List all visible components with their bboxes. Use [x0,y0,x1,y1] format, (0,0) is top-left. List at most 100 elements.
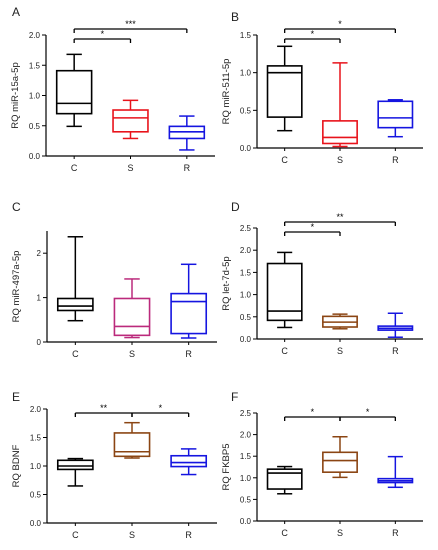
y-tick-label: 1.0 [240,474,252,483]
significance-bracket: * [73,29,132,43]
x-tick-label: C [72,530,79,540]
panel-letter: D [231,200,240,214]
significance-bracket: * [284,407,341,421]
significance-label: *** [125,19,136,29]
y-tick-label: 1.0 [30,462,42,471]
significance-label: * [311,29,315,39]
box-s [112,99,149,140]
panel-c: C 0 1 2 RQ miR-497a-5p C S R [11,200,217,359]
significance-label: * [311,407,315,417]
y-tick-label: 1.5 [240,268,252,277]
box-c [266,251,303,329]
iqr-box [266,65,303,118]
significance-label: * [159,403,163,413]
iqr-box [112,109,149,133]
box-c [56,457,94,487]
significance-label: * [366,407,370,417]
box-r [377,312,414,338]
y-tick-label: 1.5 [240,31,252,40]
y-tick-label: 2 [37,249,42,258]
box-c [266,45,303,132]
x-tick-label: R [185,530,192,540]
y-axis-label: RQ let-7d-5p [221,256,232,310]
x-tick-label: C [281,155,288,165]
y-tick-label: 0.5 [240,313,252,322]
significance-label: * [101,29,105,39]
y-tick-label: 1 [37,294,42,303]
y-tick-label: 0.0 [30,519,42,528]
y-tick-label: 1.0 [240,69,252,78]
significance-bracket: ** [74,403,133,417]
y-axis-label: RQ miR-497a-5p [11,251,22,323]
box-c [266,465,303,495]
y-tick-label: 0 [37,338,42,347]
x-tick-label: S [129,349,135,359]
box-s [113,421,151,459]
significance-label: ** [336,212,344,222]
x-tick-label: R [392,528,399,538]
box-r [168,115,206,151]
significance-bracket: * [284,222,341,236]
iqr-box [56,459,94,471]
y-tick-label: 2.5 [240,224,252,233]
panel-letter: B [231,10,239,24]
y-tick-label: 1.5 [29,61,41,70]
y-tick-label: 2.0 [29,31,41,40]
iqr-box [170,454,208,468]
significance-label: * [338,19,342,29]
panel-a: A0.00.51.01.52.0RQ miR-15a-5pC S R**** [10,5,215,173]
panel-letter: E [12,390,20,404]
x-tick-label: C [281,528,288,538]
y-tick-label: 1.5 [30,434,42,443]
y-tick-label: 0.0 [240,517,252,526]
y-tick-label: 2.0 [30,405,42,414]
y-tick-label: 0.0 [29,152,41,161]
box-r [170,448,208,476]
significance-label: * [311,222,315,232]
y-tick-label: 0.0 [240,335,252,344]
box-s [322,436,358,479]
y-tick-label: 0.0 [240,144,252,153]
iqr-box [55,69,93,115]
box-s [322,62,358,148]
box-s [322,313,358,330]
y-tick-label: 2.0 [240,431,252,440]
x-tick-label: C [72,349,79,359]
significance-bracket: * [339,407,396,421]
significance-bracket: * [131,403,190,417]
iqr-box [113,432,151,458]
box-r [377,99,414,138]
x-tick-label: R [184,163,191,173]
significance-bracket: * [284,29,341,43]
y-axis-label: RQ miR-15a-5p [10,62,21,129]
x-tick-label: R [392,346,399,356]
panel-b: B 0.0 0.5 1.0 1.5 RQ miR-511-5p C S R * * [221,10,423,165]
iqr-box [266,262,303,322]
y-tick-label: 1.5 [240,452,252,461]
x-tick-label: R [392,155,399,165]
y-axis-label: RQ FKBP5 [221,444,232,491]
y-tick-label: 1.0 [29,92,41,101]
panel-letter: A [12,5,20,19]
x-tick-label: C [281,346,288,356]
box-s [113,278,151,339]
iqr-box [56,297,94,312]
y-tick-label: 1.0 [240,291,252,300]
y-axis-label: RQ miR-511-5p [221,59,232,125]
y-tick-label: 0.5 [29,122,41,131]
box-c [56,236,94,322]
iqr-box [113,297,151,337]
significance-bracket: *** [73,19,188,33]
iqr-box [170,292,208,335]
x-tick-label: S [337,155,343,165]
iqr-box [322,451,358,473]
panel-letter: C [12,200,21,214]
box-c [55,53,93,128]
box-r [377,455,414,489]
y-tick-label: 0.5 [240,495,252,504]
panel-f: F 0.0 0.5 1.0 1.5 2.0 2.5 RQ FKBP5 C S R * * [221,390,423,538]
y-axis-label: RQ BDNF [11,444,22,487]
box-r [170,263,208,339]
